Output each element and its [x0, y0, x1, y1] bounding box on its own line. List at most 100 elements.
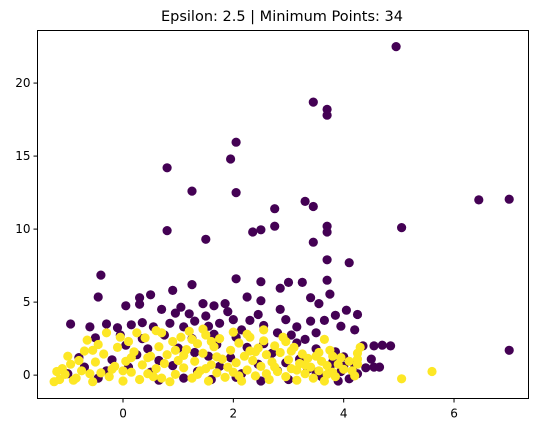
point-noise-41	[325, 289, 335, 299]
point-cluster-28	[123, 336, 134, 347]
point-noise-47	[157, 304, 167, 314]
point-cluster-36	[151, 364, 161, 374]
point-cluster-135	[157, 373, 167, 383]
ticks-layer: 0 2 4 6 0 5 10 15 20	[15, 76, 458, 420]
point-noise-57	[281, 315, 291, 325]
point-cluster-115	[74, 355, 84, 366]
point-noise-19	[256, 225, 266, 235]
point-noise-43	[209, 301, 219, 311]
point-cluster-63	[226, 345, 236, 355]
point-cluster-133	[68, 375, 78, 385]
point-cluster-108	[132, 328, 142, 338]
point-cluster-75	[259, 336, 269, 346]
point-cluster-143	[187, 334, 197, 344]
point-cluster-32	[137, 360, 147, 370]
point-noise-30	[283, 277, 294, 287]
point-noise-81	[300, 334, 310, 344]
point-cluster-46	[179, 363, 189, 373]
point-cluster-103	[336, 353, 346, 363]
point-cluster-129	[151, 326, 161, 336]
point-noise-79	[170, 308, 180, 318]
point-noise-92	[369, 341, 379, 351]
point-noise-53	[336, 321, 346, 331]
point-noise-0	[391, 42, 401, 52]
point-cluster-61	[220, 372, 230, 382]
point-cluster-65	[231, 358, 241, 368]
point-cluster-134	[118, 366, 128, 376]
point-noise-71	[112, 323, 123, 333]
point-noise-34	[146, 290, 156, 300]
x-tick-label-6: 6	[450, 407, 458, 421]
point-cluster-6	[350, 371, 360, 381]
point-cluster-110	[179, 350, 189, 360]
point-noise-70	[126, 320, 136, 330]
point-noise-73	[85, 322, 95, 332]
point-cluster-71	[248, 355, 258, 366]
point-cluster-1	[427, 366, 437, 377]
point-cluster-48	[184, 326, 194, 336]
point-noise-74	[66, 319, 76, 329]
point-cluster-101	[330, 372, 340, 382]
point-cluster-120	[270, 362, 280, 372]
point-noise-27	[96, 270, 106, 280]
point-noise-7	[187, 186, 197, 196]
point-cluster-58	[212, 368, 222, 378]
point-cluster-131	[259, 325, 269, 335]
point-noise-54	[350, 325, 360, 335]
point-noise-76	[201, 311, 211, 321]
point-noise-16	[162, 226, 172, 236]
point-noise-20	[201, 234, 211, 244]
point-cluster-41	[165, 377, 175, 387]
point-noise-18	[248, 227, 258, 237]
point-cluster-55	[203, 376, 214, 386]
point-cluster-116	[107, 364, 117, 374]
point-noise-45	[121, 301, 131, 311]
point-cluster-84	[283, 355, 294, 365]
point-noise-69	[137, 318, 147, 328]
point-noise-62	[228, 315, 238, 325]
point-noise-6	[162, 163, 172, 173]
point-cluster-66	[234, 338, 244, 348]
y-tick-label-10: 10	[15, 222, 30, 236]
point-noise-72	[101, 319, 112, 329]
point-cluster-124	[170, 345, 180, 355]
point-cluster-25	[112, 342, 123, 352]
point-noise-23	[322, 255, 332, 265]
point-cluster-142	[88, 345, 98, 355]
point-noise-31	[275, 283, 285, 293]
point-cluster-39	[159, 358, 169, 369]
point-noise-99	[374, 362, 385, 372]
point-cluster-29	[126, 367, 136, 377]
point-cluster-17	[82, 335, 92, 345]
point-cluster-18	[88, 377, 98, 387]
point-cluster-72	[250, 371, 260, 381]
point-cluster-69	[242, 365, 252, 375]
point-noise-130	[190, 347, 200, 358]
point-cluster-140	[322, 369, 332, 379]
point-cluster-117	[143, 369, 153, 379]
point-noise-77	[223, 307, 233, 317]
point-cluster-128	[115, 332, 125, 342]
point-cluster-53	[198, 348, 208, 358]
point-noise-51	[341, 305, 351, 315]
points-layer	[49, 42, 514, 387]
point-noise-63	[215, 318, 225, 328]
point-cluster-141	[344, 356, 354, 366]
point-cluster-59	[215, 334, 225, 344]
point-noise-82	[311, 328, 321, 338]
point-noise-25	[231, 274, 241, 284]
point-noise-100	[504, 345, 514, 355]
point-cluster-122	[328, 351, 338, 361]
point-cluster-126	[242, 329, 252, 339]
point-noise-10	[308, 201, 318, 212]
point-cluster-87	[292, 375, 302, 385]
point-noise-35	[135, 293, 145, 303]
point-cluster-15	[77, 366, 87, 376]
point-cluster-50	[190, 356, 200, 366]
point-noise-67	[165, 318, 175, 328]
point-noise-17	[270, 221, 280, 231]
point-noise-5	[226, 154, 236, 164]
point-noise-21	[308, 237, 318, 247]
plot-area-frame	[37, 30, 529, 399]
point-cluster-43	[170, 369, 180, 379]
